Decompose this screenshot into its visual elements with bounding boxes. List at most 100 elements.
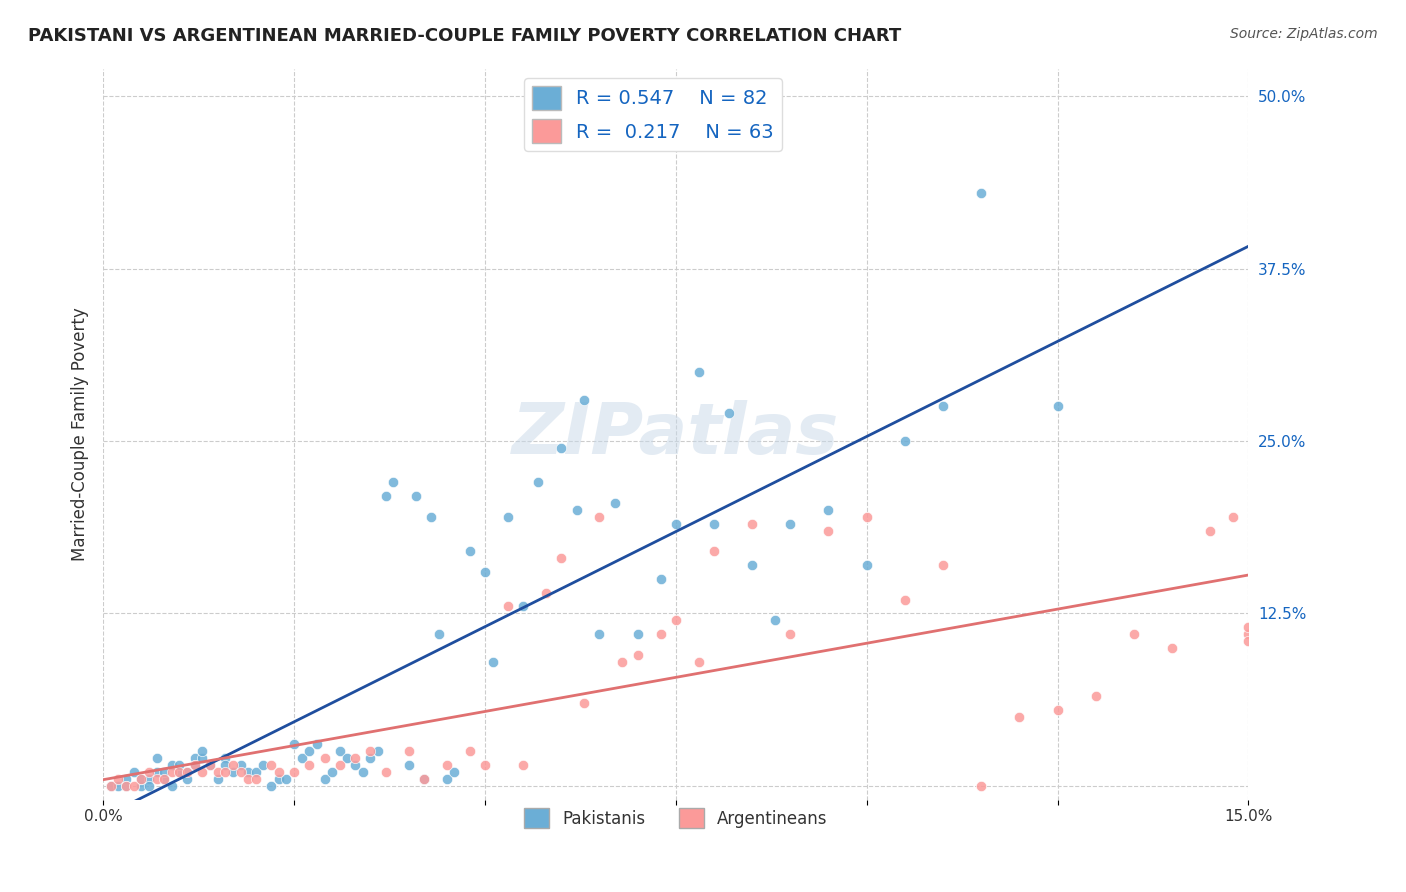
Point <box>405 489 427 503</box>
Point <box>160 764 183 779</box>
Point <box>100 779 122 793</box>
Point <box>650 627 672 641</box>
Point <box>214 758 236 772</box>
Point <box>291 751 314 765</box>
Point <box>229 758 252 772</box>
Point <box>169 764 191 779</box>
Point <box>138 779 160 793</box>
Point <box>588 509 610 524</box>
Point <box>107 779 129 793</box>
Point <box>160 758 183 772</box>
Point <box>665 516 688 531</box>
Point <box>779 516 801 531</box>
Point <box>198 758 221 772</box>
Point <box>603 496 626 510</box>
Point <box>496 509 519 524</box>
Point <box>191 744 214 758</box>
Point <box>527 475 550 490</box>
Point <box>1046 400 1069 414</box>
Point <box>817 503 839 517</box>
Point <box>298 744 321 758</box>
Point <box>222 758 245 772</box>
Point <box>970 186 993 200</box>
Text: PAKISTANI VS ARGENTINEAN MARRIED-COUPLE FAMILY POVERTY CORRELATION CHART: PAKISTANI VS ARGENTINEAN MARRIED-COUPLE … <box>28 27 901 45</box>
Point <box>855 509 877 524</box>
Point <box>1199 524 1222 538</box>
Point <box>131 779 153 793</box>
Point <box>305 737 328 751</box>
Legend: Pakistanis, Argentineans: Pakistanis, Argentineans <box>517 801 834 835</box>
Point <box>336 751 359 765</box>
Point <box>145 772 167 786</box>
Point <box>267 772 290 786</box>
Point <box>443 764 465 779</box>
Point <box>894 592 917 607</box>
Point <box>741 558 763 572</box>
Point <box>169 758 191 772</box>
Point <box>436 772 458 786</box>
Point <box>115 779 138 793</box>
Point <box>169 764 191 779</box>
Point <box>145 764 167 779</box>
Point <box>665 613 688 627</box>
Point <box>374 764 396 779</box>
Point <box>894 434 917 448</box>
Point <box>298 758 321 772</box>
Point <box>207 772 229 786</box>
Point <box>344 751 367 765</box>
Point <box>229 764 252 779</box>
Y-axis label: Married-Couple Family Poverty: Married-Couple Family Poverty <box>72 307 89 561</box>
Point <box>688 655 710 669</box>
Point <box>481 655 503 669</box>
Point <box>115 772 138 786</box>
Point <box>932 400 955 414</box>
Point <box>626 627 648 641</box>
Point <box>474 565 496 579</box>
Point <box>572 696 595 710</box>
Point <box>412 772 434 786</box>
Point <box>260 779 283 793</box>
Point <box>1237 620 1260 634</box>
Point <box>626 648 648 662</box>
Point <box>252 758 274 772</box>
Point <box>382 475 405 490</box>
Point <box>855 558 877 572</box>
Point <box>550 551 572 566</box>
Point <box>436 758 458 772</box>
Point <box>207 764 229 779</box>
Point <box>512 599 534 614</box>
Point <box>184 751 207 765</box>
Point <box>458 744 481 758</box>
Point <box>398 758 420 772</box>
Point <box>565 503 588 517</box>
Point <box>176 764 198 779</box>
Point <box>184 758 207 772</box>
Point <box>276 772 298 786</box>
Point <box>176 772 198 786</box>
Point <box>329 744 352 758</box>
Point <box>374 489 396 503</box>
Point <box>817 524 839 538</box>
Text: Source: ZipAtlas.com: Source: ZipAtlas.com <box>1230 27 1378 41</box>
Point <box>550 441 572 455</box>
Point <box>650 572 672 586</box>
Point <box>458 544 481 558</box>
Point <box>703 544 725 558</box>
Point <box>122 779 145 793</box>
Point <box>344 758 367 772</box>
Point <box>283 737 305 751</box>
Text: ZIPatlas: ZIPatlas <box>512 400 839 468</box>
Point <box>1046 703 1069 717</box>
Point <box>1084 689 1107 703</box>
Point <box>534 585 557 599</box>
Point <box>359 751 381 765</box>
Point <box>321 764 343 779</box>
Point <box>131 772 153 786</box>
Point <box>238 772 260 786</box>
Point <box>153 772 176 786</box>
Point <box>367 744 389 758</box>
Point <box>245 764 267 779</box>
Point <box>741 516 763 531</box>
Point <box>145 751 167 765</box>
Point <box>267 764 290 779</box>
